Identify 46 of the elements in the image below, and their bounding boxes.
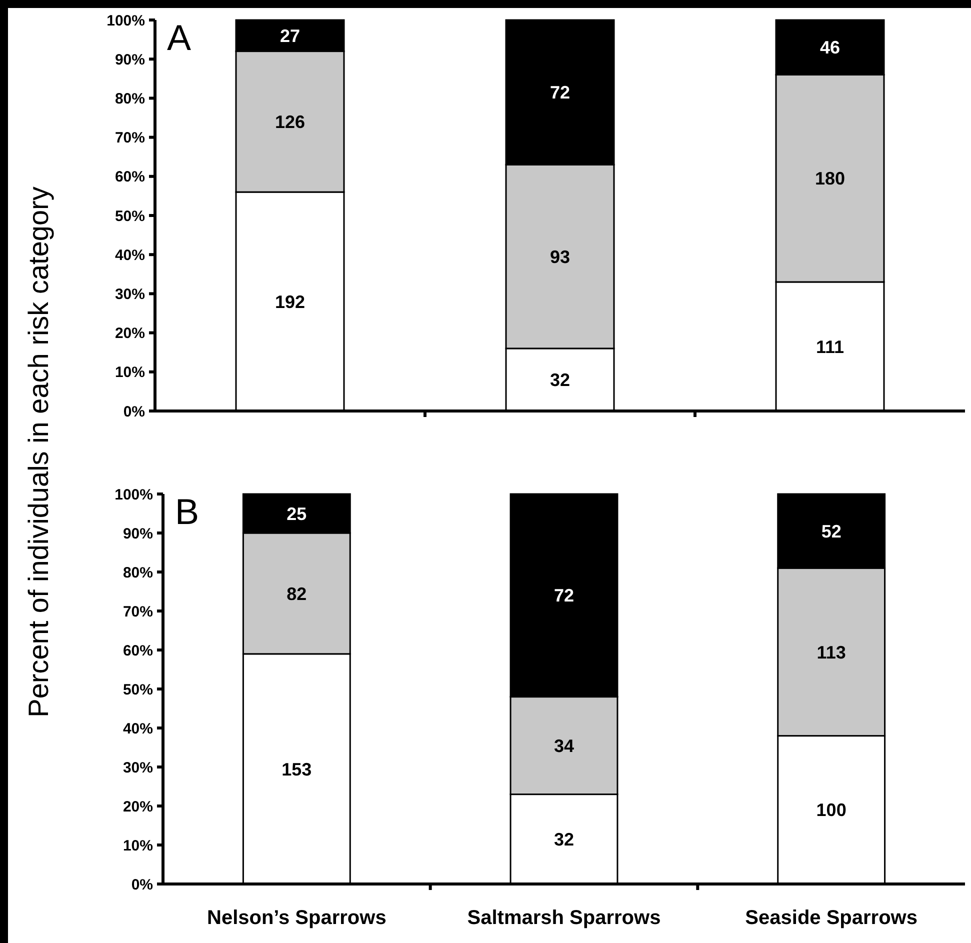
annotation: 25 [286, 504, 307, 524]
y-tick-label: 20% [114, 325, 145, 342]
y-tick-label: 90% [122, 525, 153, 542]
y-tick-label: 10% [114, 364, 145, 382]
annotation: 113 [816, 642, 846, 662]
y-tick-label: 30% [114, 286, 145, 303]
x-tick-label: Seaside Sparrows [745, 907, 918, 929]
annotation: 72 [554, 586, 574, 606]
annotation: 32 [554, 829, 574, 850]
annotation: 93 [550, 246, 570, 267]
y-tick-label: 30% [122, 759, 153, 776]
y-tick-label: 80% [114, 90, 145, 108]
annotation: 153 [282, 759, 312, 780]
y-tick-label: 90% [114, 51, 145, 68]
y-tick-label: 70% [114, 130, 145, 147]
annotation: 46 [820, 38, 840, 58]
annotation: 192 [274, 292, 306, 312]
annotation: 111 [816, 336, 844, 357]
y-tick-label: 100% [106, 12, 145, 30]
annotation: 32 [550, 370, 570, 390]
y-tick-label: 50% [122, 681, 153, 698]
annotation: 52 [821, 521, 842, 542]
y-tick-label: 0% [123, 403, 145, 420]
y-tick-label: 60% [114, 168, 145, 186]
y-tick-label: 100% [114, 486, 153, 504]
x-tick-label: Nelson’s Sparrows [207, 907, 386, 929]
annotation: 126 [274, 112, 306, 132]
y-tick-label: 10% [122, 837, 153, 854]
chart-title: B [175, 491, 200, 532]
y-tick-label: 40% [122, 720, 153, 738]
y-tick-label: 80% [122, 564, 153, 582]
annotation: 180 [814, 168, 846, 189]
x-tick-label: Saltmarsh Sparrows [467, 907, 661, 929]
y-tick-label: 50% [114, 208, 145, 225]
y-tick-label: 40% [114, 246, 145, 264]
y-tick-label: 20% [122, 798, 153, 816]
annotation: 82 [286, 584, 307, 604]
annotation: 27 [280, 26, 300, 46]
annotation: 72 [550, 82, 570, 103]
y-tick-label: 60% [122, 642, 153, 660]
y-tick-label: 0% [131, 876, 153, 894]
annotation: 34 [554, 736, 574, 756]
annotation: 100 [816, 800, 846, 820]
y-tick-label: 70% [122, 603, 153, 620]
y-axis-title: Percent of individuals in each risk category [23, 186, 54, 718]
chart-title: A [167, 17, 192, 58]
